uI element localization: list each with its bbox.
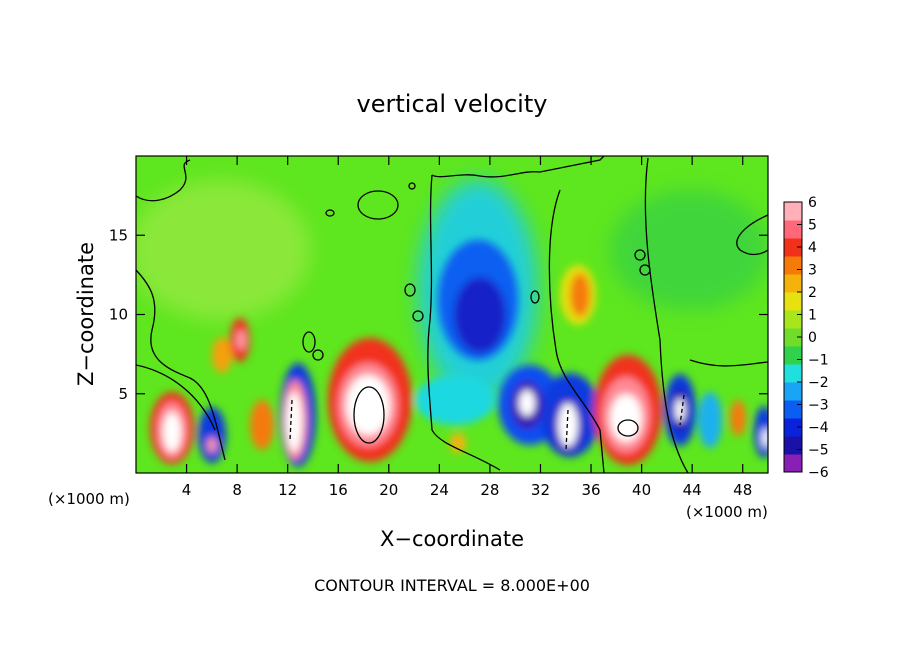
colorbar-swatch <box>784 346 802 365</box>
cell-white-43km <box>675 398 685 422</box>
colorbar-tick-label: 6 <box>808 195 817 211</box>
cell-orange-10km <box>250 400 274 450</box>
colorbar-swatch <box>784 328 802 347</box>
colorbar-swatch <box>784 292 802 311</box>
colorbar: 6 5 4 3 2 1 0 −1 −2 −3 −4 −5 −6 <box>783 195 829 481</box>
cell-pink-small-left <box>207 437 217 453</box>
colorbar-swatch <box>784 220 802 239</box>
contour-interval-note: CONTOUR INTERVAL = 8.000E+00 <box>314 576 590 595</box>
colorbar-swatch <box>784 382 802 401</box>
colorbar-swatch <box>784 274 802 293</box>
contour-zero-lower-right <box>689 359 768 367</box>
cell-white-50km <box>762 428 768 448</box>
x-tick-label: 20 <box>379 481 398 499</box>
x-tick-label: 36 <box>581 481 600 499</box>
cell-blue-left <box>198 407 226 463</box>
contour-zero-upper-right <box>736 214 768 256</box>
colorbar-swatch <box>784 436 802 455</box>
contour-closed-1 <box>357 190 399 220</box>
shade-lightgreen-upper-left <box>136 180 310 320</box>
x-tick-label: 44 <box>683 481 702 499</box>
cell-white-39km <box>610 394 642 442</box>
colorbar-tick-label: −2 <box>808 375 829 391</box>
field-cells <box>150 240 768 467</box>
contour-closed-2 <box>302 331 316 353</box>
x-tick-label: 8 <box>232 481 242 499</box>
cell-orange-35km <box>570 273 590 317</box>
cell-orange-24km <box>450 433 466 453</box>
x-tick-label: 12 <box>278 481 297 499</box>
x-tick-label: 32 <box>531 481 550 499</box>
contour-closed-10 <box>408 182 416 190</box>
cell-cyan-low-mid <box>415 375 495 425</box>
cell-pink-upper-8km <box>236 330 246 350</box>
colorbar-swatch <box>784 202 802 221</box>
colorbar-swatch <box>784 238 802 257</box>
y-tick-label: 5 <box>118 385 128 403</box>
contour-zero-40km <box>644 157 689 473</box>
cell-white-low-2 <box>558 403 578 447</box>
cell-orange-upper-8km <box>212 337 232 373</box>
contour-zero-left-lobe <box>136 269 226 461</box>
cell-navy-core-mid <box>454 277 506 353</box>
colorbar-tick-label: 3 <box>808 263 817 279</box>
x-tick-label: 40 <box>632 481 651 499</box>
chart-title: vertical velocity <box>357 90 548 118</box>
x-tick-label: 16 <box>329 481 348 499</box>
velocity-field <box>136 156 768 473</box>
colorbar-swatch <box>784 454 802 473</box>
contour-lines <box>136 156 768 473</box>
colorbar-tick-label: −4 <box>808 420 829 436</box>
contour-dashed-3 <box>679 394 685 426</box>
contour-closed-9 <box>325 209 335 217</box>
y-tick-label: 15 <box>109 226 128 244</box>
contour-closed-5 <box>412 310 424 322</box>
contour-closed-4 <box>404 283 416 297</box>
contour-closed-7 <box>634 249 646 261</box>
contour-zero-lower-left <box>136 364 216 431</box>
colorbar-swatch <box>784 400 802 419</box>
x-unit-right: (×1000 m) <box>686 503 768 521</box>
colorbar-tick-label: 4 <box>808 240 817 256</box>
y-tick-label: 10 <box>109 306 128 324</box>
colorbar-tick-label: −5 <box>808 443 829 459</box>
cell-white-20km <box>346 375 390 435</box>
colorbar-tick-label: 0 <box>808 330 817 346</box>
contour-closed-12 <box>617 419 639 437</box>
shade-green-upper-right <box>610 190 768 310</box>
colorbar-swatch <box>784 364 802 383</box>
cell-white-low-1 <box>519 390 535 416</box>
colorbar-tick-label: −3 <box>808 398 829 414</box>
x-unit-left: (×1000 m) <box>48 490 130 508</box>
contour-zero-24km-descent <box>427 174 501 471</box>
colorbar-swatch <box>784 310 802 329</box>
contour-zero-24km <box>431 156 605 178</box>
cell-cyan-45km <box>698 392 722 448</box>
contour-closed-6 <box>530 290 540 304</box>
cell-white-left <box>163 412 181 452</box>
colorbar-tick-label: 5 <box>808 218 817 234</box>
colorbar-swatch <box>784 256 802 275</box>
cell-orange-47km <box>730 400 746 436</box>
colorbar-tick-label: −6 <box>808 465 829 481</box>
contour-closed-8 <box>639 264 651 276</box>
colorbar-swatch <box>784 418 802 437</box>
colorbar-tick-label: 2 <box>808 285 817 301</box>
cell-white-13km <box>286 392 302 452</box>
x-tick-label: 4 <box>182 481 192 499</box>
x-axis-title: X−coordinate <box>380 527 524 551</box>
colorbar-tick-label: −1 <box>808 353 829 369</box>
contour-zero-upper-left <box>136 159 191 202</box>
y-axis-title: Z−coordinate <box>74 242 98 386</box>
x-tick-label: 28 <box>480 481 499 499</box>
colorbar-tick-label: 1 <box>808 308 817 324</box>
x-tick-label: 24 <box>430 481 449 499</box>
contour-zero-30km <box>548 189 605 473</box>
contour-closed-11 <box>353 386 385 444</box>
x-tick-label: 48 <box>733 481 752 499</box>
contour-closed-3 <box>312 349 324 361</box>
